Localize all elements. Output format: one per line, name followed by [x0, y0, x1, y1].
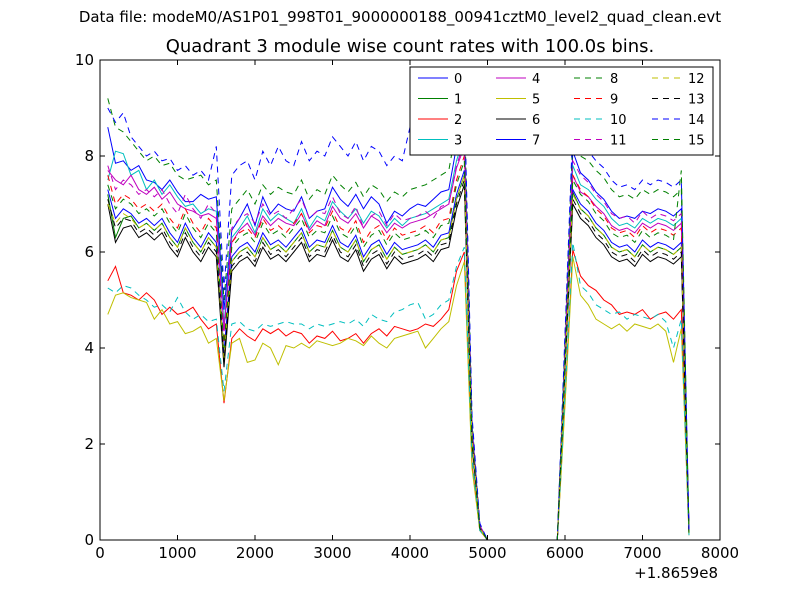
legend-label-14: 14 — [688, 113, 705, 128]
legend-label-2: 2 — [454, 113, 462, 128]
series-line-3 — [107, 136, 690, 541]
y-tick-label: 4 — [84, 339, 94, 357]
legend-label-1: 1 — [454, 93, 462, 108]
legend-label-7: 7 — [532, 134, 540, 149]
legend-box — [409, 66, 714, 156]
series-line-15 — [107, 160, 690, 541]
x-tick-label: 8000 — [701, 544, 739, 562]
legend-label-5: 5 — [532, 93, 540, 108]
data-file-label: Data file: modeM0/AS1P01_998T01_90000001… — [78, 8, 722, 26]
series-line-11 — [107, 141, 690, 541]
legend-label-12: 12 — [688, 72, 705, 87]
series-line-8 — [107, 98, 690, 541]
x-tick-label: 5000 — [468, 544, 506, 562]
x-tick-label: 3000 — [313, 544, 351, 562]
legend-label-0: 0 — [454, 72, 462, 87]
series-line-10 — [107, 242, 690, 541]
series-line-5 — [107, 256, 690, 541]
series-line-14 — [107, 92, 690, 541]
series-line-6 — [107, 184, 690, 541]
series-line-13 — [107, 179, 690, 541]
legend-label-11: 11 — [610, 134, 627, 149]
x-tick-label: 4000 — [391, 544, 429, 562]
series-line-7 — [107, 170, 690, 541]
y-tick-label: 8 — [84, 147, 94, 165]
series-line-12 — [107, 175, 690, 541]
legend-label-15: 15 — [688, 134, 705, 149]
series-line-9 — [107, 155, 690, 541]
x-tick-label: 2000 — [236, 544, 274, 562]
x-tick-label: 6000 — [546, 544, 584, 562]
series-line-0 — [107, 127, 690, 541]
legend-label-6: 6 — [532, 113, 540, 128]
legend-label-3: 3 — [454, 134, 462, 149]
series-line-4 — [107, 146, 690, 541]
series-layer — [107, 92, 690, 541]
y-tick-label: 10 — [75, 51, 94, 69]
legend-label-4: 4 — [532, 72, 540, 87]
x-tick-label: 0 — [95, 544, 105, 562]
x-tick-label: 7000 — [623, 544, 661, 562]
y-tick-label: 2 — [84, 435, 94, 453]
legend-label-10: 10 — [610, 113, 627, 128]
series-line-2 — [107, 249, 690, 541]
chart-title: Quadrant 3 module wise count rates with … — [165, 36, 655, 57]
y-tick-label: 6 — [84, 243, 94, 261]
x-axis-offset-label: +1.8659e8 — [634, 564, 718, 582]
legend-label-8: 8 — [610, 72, 618, 87]
y-tick-label: 0 — [84, 531, 94, 549]
legend-label-9: 9 — [610, 93, 618, 108]
x-tick-label: 1000 — [158, 544, 196, 562]
legend-label-13: 13 — [688, 93, 705, 108]
